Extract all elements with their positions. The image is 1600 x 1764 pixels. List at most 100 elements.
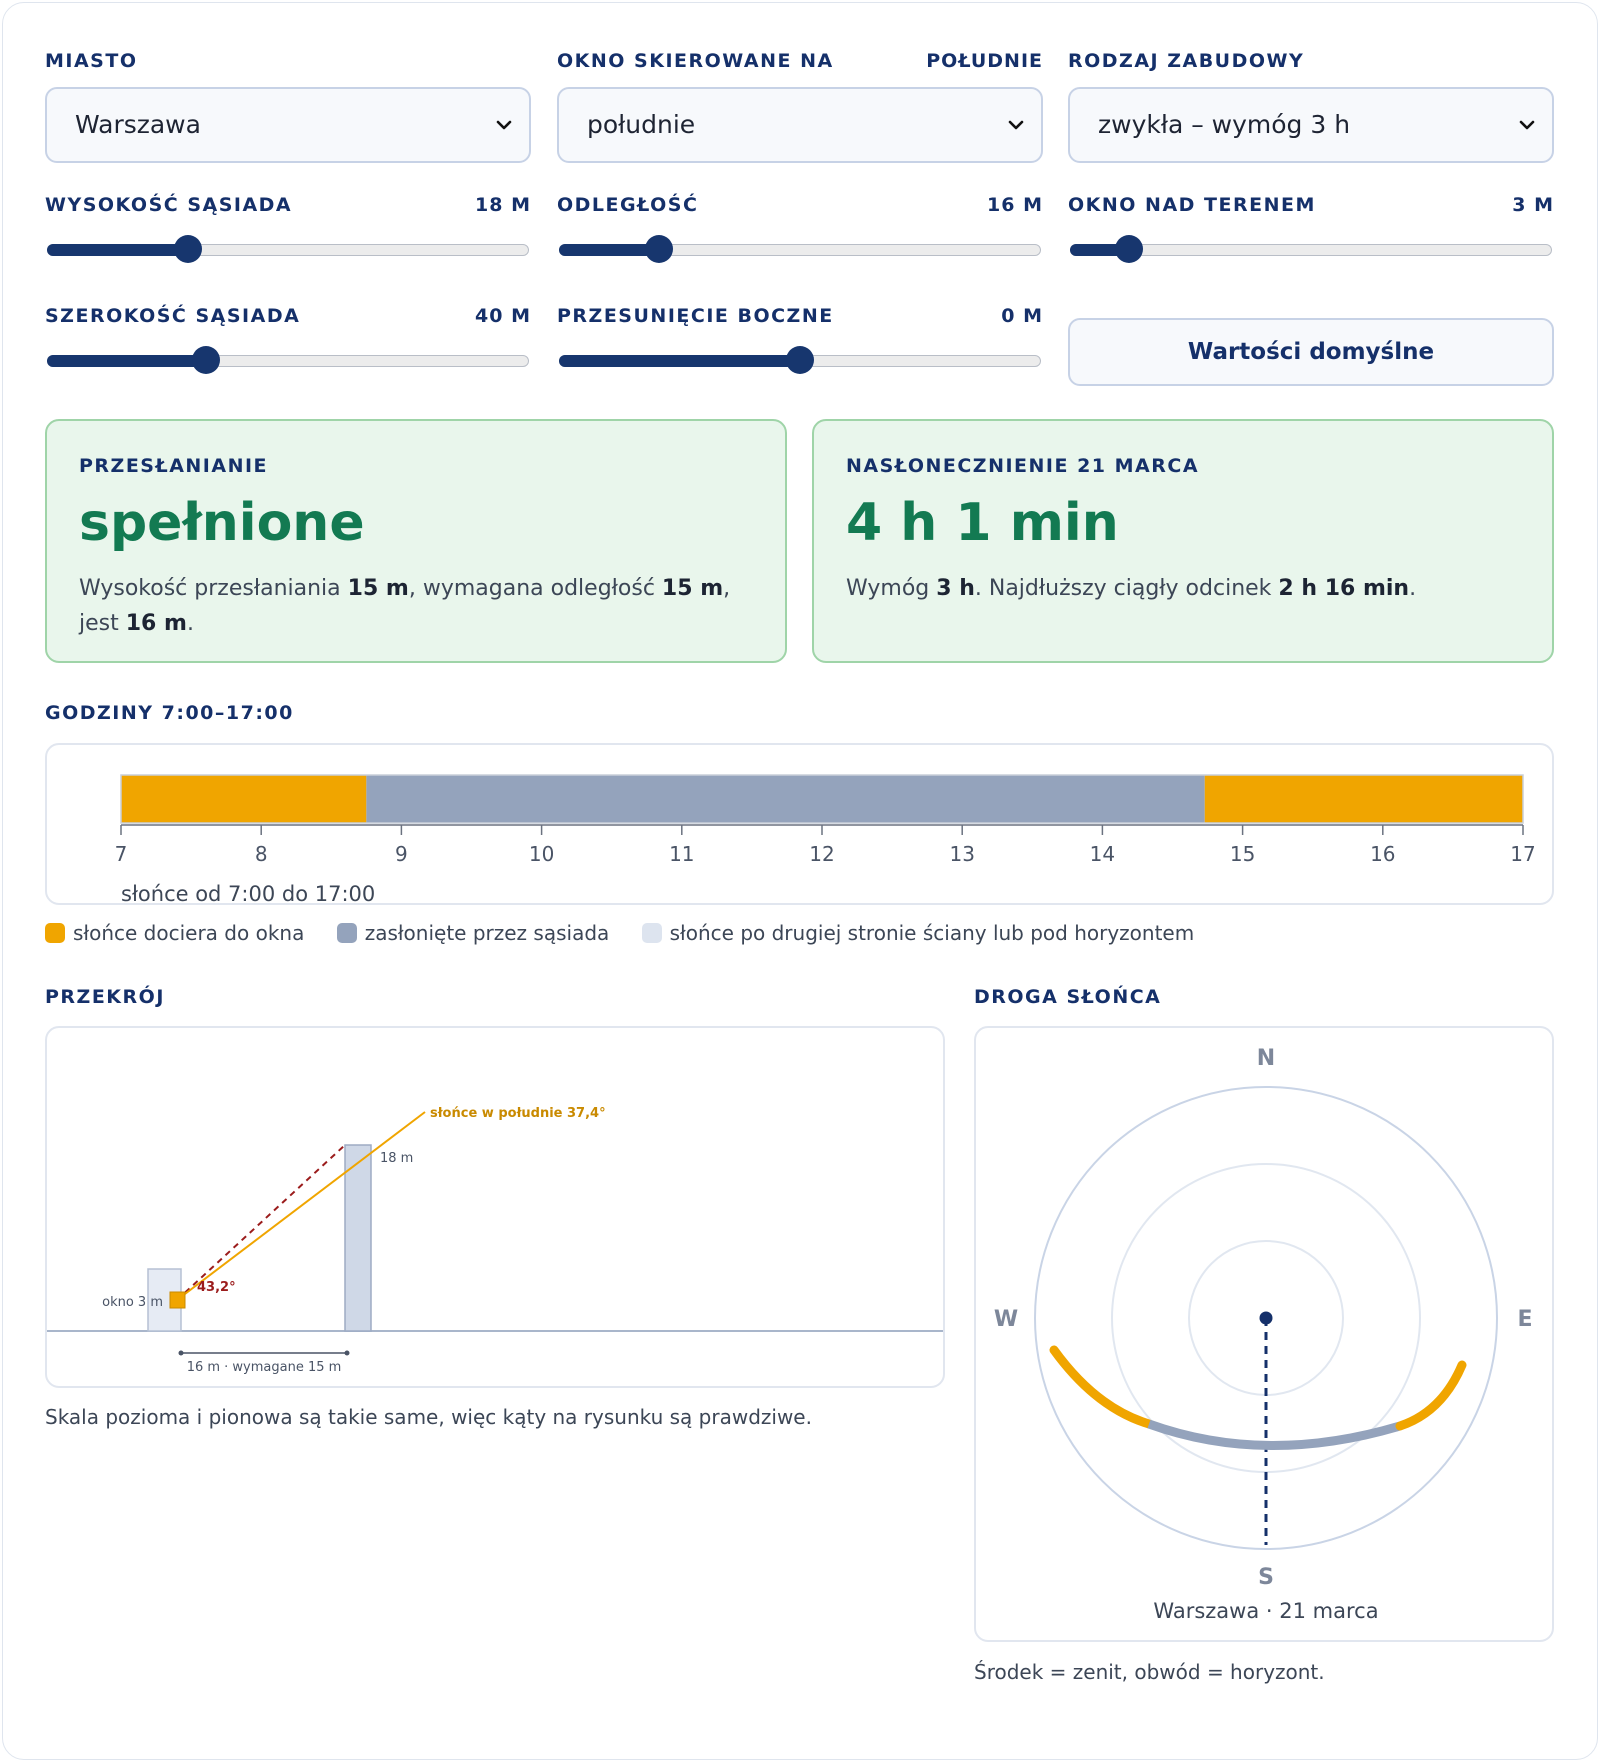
legend-swatch-blocked [336,923,357,943]
sun-path-blocked [1147,1419,1402,1450]
insolation-card-label: NASŁONECZNIENIE 21 MARCA [846,455,1200,477]
slider-thumb[interactable] [1115,235,1144,263]
dimension-end [344,1350,350,1356]
window-height-value: 3 M [1512,194,1554,216]
section-note: Skala pozioma i pionowa są takie same, w… [45,1405,812,1429]
sun-path-visible-afternoon [1395,1360,1467,1431]
timeline-tick-label: 10 [529,842,554,866]
timeline-caption: słońce od 7:00 do 17:00 [121,882,376,906]
window-direction-select[interactable]: południe [557,87,1043,163]
east-label: E [1517,1307,1532,1332]
timeline-panel: 7 8 9 10 11 12 13 14 15 16 17 słońce od 7:00 do 17… [45,743,1554,906]
lateral-offset-value: 0 M [1001,305,1043,327]
shading-result: spełnione [79,493,365,553]
dimension-end [178,1350,184,1356]
neighbor-height-slider[interactable] [47,235,529,263]
city-label: MIASTO [45,50,138,72]
legend-behind: słońce po drugiej stronie ściany lub pod… [669,921,1195,945]
distance-label: ODLEGŁOŚĆ [557,194,699,216]
lateral-offset-label: PRZESUNIĘCIE BOCZNE [557,305,834,327]
shading-description: Wysokość przesłaniania 15 m, wymagana od… [79,576,731,636]
distance-annotation: 16 m · wymagane 15 m [187,1360,342,1375]
timeline-segment-blocked [366,775,1205,823]
window-direction-select-value: południe [587,110,696,139]
sunpath-caption: Warszawa · 21 marca [1153,1599,1378,1623]
shading-card-label: PRZESŁANIANIE [79,455,269,477]
timeline-tick-label: 8 [255,842,268,866]
slider-thumb[interactable] [174,235,203,263]
window-marker [169,1291,186,1309]
sunpath-diagram: N S W E Warszawa · 21 marca [994,1046,1533,1623]
shading-card: PRZESŁANIANIE spełnione Wysokość przesła… [45,419,787,663]
neighbor-height-value: 18 M [475,194,531,216]
legend-sun: słońce dociera do okna [73,921,305,945]
sunpath-title: DROGA SŁOŃCA [974,986,1162,1008]
insolation-description: Wymóg 3 h. Najdłuższy ciągły odcinek 2 h… [846,576,1417,601]
neighbor-width-label: SZEROKOŚĆ SĄSIADA [45,305,301,327]
sun-angle-label: słońce w południe 37,4° [430,1106,606,1121]
slider-fill [1070,244,1130,256]
lateral-offset-slider[interactable] [559,346,1041,374]
slider-thumb[interactable] [192,346,221,374]
sun-path-visible-morning [1049,1345,1154,1429]
slider-fill [559,355,800,367]
chevron-down-icon [496,120,512,130]
legend-swatch-sun [45,923,65,943]
building-type-select-value: zwykła – wymóg 3 h [1098,110,1351,139]
slider-fill [47,355,207,367]
neighbor-width-slider[interactable] [47,346,529,374]
timeline-tick-label: 16 [1370,842,1395,866]
shading-angle-label: 43,2° [197,1280,236,1295]
reset-defaults-button[interactable]: Wartości domyślne [1068,318,1554,386]
neighbor-width-value: 40 M [475,305,531,327]
timeline-tick-label: 7 [115,842,128,866]
horizon-circle [1034,1086,1498,1550]
timeline-tick-label: 14 [1090,842,1115,866]
city-select[interactable]: Warszawa [45,87,531,163]
timeline-tick-label: 12 [809,842,834,866]
city-select-value: Warszawa [75,110,201,139]
distance-value: 16 M [987,194,1043,216]
window-height-slider[interactable] [1070,235,1552,263]
neighbor-height-annotation: 18 m [380,1151,413,1166]
sunpath-panel: N S W E Warszawa · 21 marca [974,1026,1554,1642]
zenith-point [1259,1311,1273,1325]
window-height-annotation: okno 3 m [102,1295,163,1310]
sunpath-note: Środek = zenit, obwód = horyzont. [974,1660,1325,1684]
legend-swatch-behind [641,923,662,943]
timeline-tick-label: 17 [1510,842,1535,866]
noon-sun-ray [176,1111,426,1301]
section-panel: słońce w południe 37,4° 43,2° 18 m okno … [45,1026,945,1388]
timeline-segment-sun [1204,775,1523,823]
timeline-tick-label: 15 [1230,842,1255,866]
timeline-legend: słońce dociera do okna zasłonięte przez … [45,921,1220,945]
slider-thumb[interactable] [786,346,814,374]
neighbor-height-label: WYSOKOŚĆ SĄSIADA [45,194,293,216]
neighbor-building [344,1144,372,1332]
building-type-select[interactable]: zwykła – wymóg 3 h [1068,87,1554,163]
south-label: S [1258,1565,1274,1590]
timeline-tick-label: 9 [395,842,408,866]
timeline-title: GODZINY 7:00–17:00 [45,702,294,724]
chevron-down-icon [1008,120,1024,130]
timeline-chart: 7 8 9 10 11 12 13 14 15 16 17 [115,774,1536,866]
building-type-label: RODZAJ ZABUDOWY [1068,50,1305,72]
window-direction-value: POŁUDNIE [926,50,1043,72]
north-label: N [1257,1046,1275,1071]
timeline-border [120,774,1524,824]
slider-thumb[interactable] [645,235,674,263]
insolation-card: NASŁONECZNIENIE 21 MARCA 4 h 1 min Wymóg… [812,419,1554,663]
window-height-label: OKNO NAD TERENEM [1068,194,1316,216]
section-title: PRZEKRÓJ [45,986,165,1008]
distance-slider[interactable] [559,235,1041,263]
shading-angle-line [176,1144,346,1301]
window-direction-label: OKNO SKIEROWANE NA [557,50,834,72]
section-drawing: słońce w południe 37,4° 43,2° 18 m okno … [47,1106,943,1375]
chevron-down-icon [1519,120,1535,130]
slider-fill [559,244,660,256]
legend-blocked: zasłonięte przez sąsiada [364,921,610,945]
insolation-result: 4 h 1 min [846,493,1119,553]
timeline-tick-label: 13 [949,842,974,866]
slider-fill [47,244,189,256]
timeline-tick-label: 11 [669,842,694,866]
